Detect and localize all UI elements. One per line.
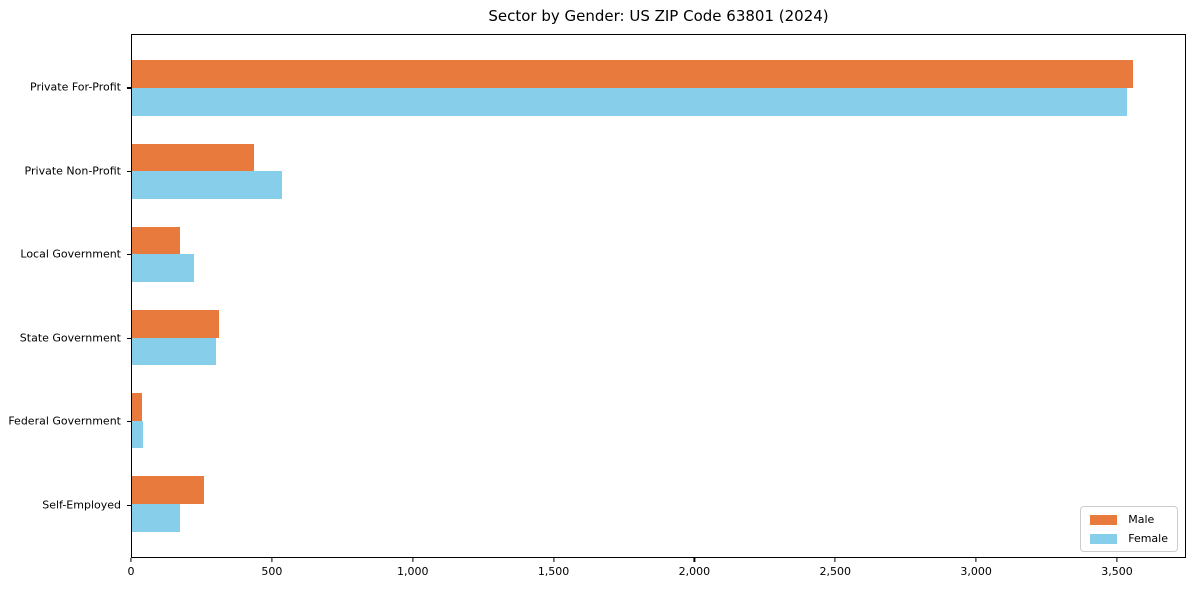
legend-swatch-male xyxy=(1090,514,1118,525)
y-tick-label-0: Private For-Profit xyxy=(30,80,121,94)
bar-female-1 xyxy=(132,171,283,200)
y-tick-label-1: Private Non-Profit xyxy=(24,164,121,178)
x-tick-label-2: 1,000 xyxy=(396,565,429,578)
legend: Male Female xyxy=(1080,506,1178,552)
y-tick-mark-4 xyxy=(127,421,131,423)
x-tick-mark-6 xyxy=(975,558,977,562)
y-tick-label-3: State Government xyxy=(19,331,121,345)
x-tick-label-1: 500 xyxy=(261,565,283,578)
legend-label-female: Female xyxy=(1128,532,1168,545)
bar-female-3 xyxy=(132,337,217,366)
x-axis: 0 500 1,000 1,500 2,000 2,500 3,000 3,500 xyxy=(127,558,1186,584)
y-tick-mark-0 xyxy=(127,87,131,89)
y-axis: Private For-Profit Private Non-Profit Loca… xyxy=(0,34,131,558)
y-tick-mark-3 xyxy=(127,337,131,339)
legend-label-male: Male xyxy=(1128,513,1155,526)
bar-male-2 xyxy=(132,226,180,255)
x-tick-mark-0 xyxy=(130,558,132,562)
legend-swatch-female xyxy=(1090,533,1118,544)
legend-item-male: Male xyxy=(1090,513,1168,526)
bar-female-2 xyxy=(132,254,194,283)
x-tick-label-0: 0 xyxy=(127,565,135,578)
x-tick-label-6: 3,000 xyxy=(960,565,992,578)
x-tick-mark-4 xyxy=(693,558,695,562)
bar-male-4 xyxy=(132,392,142,421)
chart-title: Sector by Gender: US ZIP Code 63801 (202… xyxy=(488,7,829,25)
y-tick-mark-5 xyxy=(127,504,131,506)
bar-male-5 xyxy=(132,476,204,504)
x-tick-mark-1 xyxy=(271,558,273,562)
x-tick-label-7: 3,500 xyxy=(1101,565,1133,578)
plot-area: Male Female xyxy=(131,34,1186,558)
bar-female-5 xyxy=(132,503,180,532)
y-tick-mark-1 xyxy=(127,170,131,173)
x-tick-mark-5 xyxy=(834,558,836,562)
bar-male-0 xyxy=(132,60,1133,89)
x-tick-label-4: 2,000 xyxy=(678,565,711,578)
x-tick-label-5: 2,500 xyxy=(819,565,852,578)
x-tick-mark-7 xyxy=(1116,558,1118,562)
bar-male-3 xyxy=(132,309,220,338)
y-tick-mark-2 xyxy=(127,254,131,256)
y-tick-label-5: Self-Employed xyxy=(42,498,121,512)
bar-female-0 xyxy=(132,88,1128,116)
y-tick-label-2: Local Government xyxy=(20,247,121,261)
legend-item-female: Female xyxy=(1090,532,1168,545)
y-tick-label-4: Federal Government xyxy=(8,414,121,428)
x-tick-mark-3 xyxy=(552,558,555,562)
bar-female-4 xyxy=(132,420,144,449)
bar-male-1 xyxy=(132,143,255,172)
x-tick-mark-2 xyxy=(412,558,414,562)
x-tick-label-3: 1,500 xyxy=(537,565,570,578)
